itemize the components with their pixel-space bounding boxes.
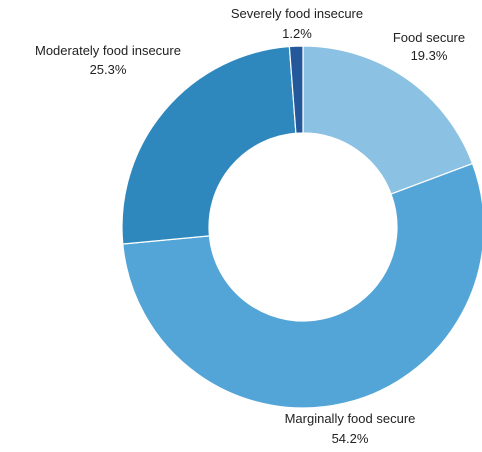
slice-value-marginally-food-secure: 54.2% (332, 431, 369, 446)
slice-label-moderately-food-insecure: Moderately food insecure (35, 43, 181, 58)
slice-moderately-food-insecure (121, 45, 297, 245)
slice-label-food-secure: Food secure (393, 30, 465, 45)
slice-labels: Food secure 19.3% Marginally food secure… (35, 6, 465, 446)
slice-value-severely-food-insecure: 1.2% (282, 26, 312, 41)
slice-label-marginally-food-secure: Marginally food secure (285, 411, 416, 426)
donut-slices (121, 45, 482, 409)
slice-value-food-secure: 19.3% (411, 48, 448, 63)
slice-marginally-food-secure (122, 162, 482, 409)
slice-severely-food-insecure (288, 45, 304, 134)
slice-food-secure (302, 45, 474, 195)
slice-label-severely-food-insecure: Severely food insecure (231, 6, 363, 21)
slice-value-moderately-food-insecure: 25.3% (90, 62, 127, 77)
